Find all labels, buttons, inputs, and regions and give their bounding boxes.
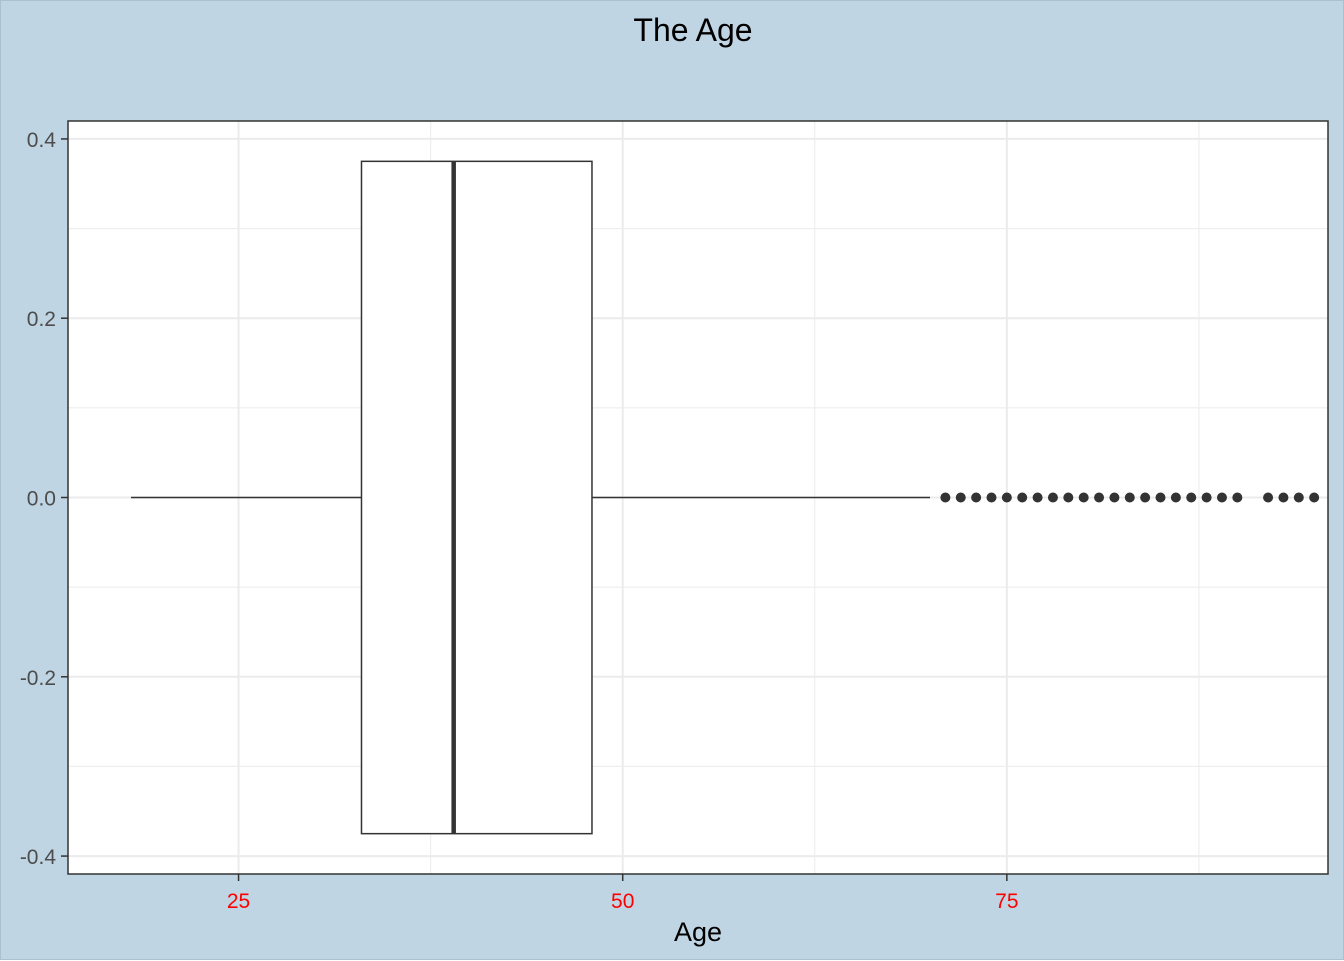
x-tick-label: 75 bbox=[995, 890, 1018, 913]
y-tick-label: 0.0 bbox=[27, 488, 56, 511]
outlier-point bbox=[1309, 492, 1320, 503]
outlier-point bbox=[1063, 492, 1074, 503]
outlier-point bbox=[1216, 492, 1227, 503]
outlier-point bbox=[940, 492, 951, 503]
x-tick-label: 50 bbox=[611, 890, 634, 913]
box-layer bbox=[131, 160, 931, 835]
outlier-point bbox=[1293, 492, 1304, 503]
outlier-point bbox=[1094, 492, 1105, 503]
outlier-point bbox=[1124, 492, 1135, 503]
tick-layer: 25 50 75 -0.4 -0.2 0.0 0.2 0.4 bbox=[20, 129, 1019, 913]
y-tick-label: 0.2 bbox=[27, 308, 56, 331]
outlier-point bbox=[1047, 492, 1058, 503]
outlier-point bbox=[971, 492, 982, 503]
outlier-point bbox=[1001, 492, 1012, 503]
outlier-point bbox=[1263, 492, 1274, 503]
outlier-point bbox=[1170, 492, 1181, 503]
outlier-point bbox=[1032, 492, 1043, 503]
chart-title: The Age bbox=[633, 12, 752, 48]
y-tick-label: 0.4 bbox=[27, 129, 57, 152]
x-axis-title: Age bbox=[674, 917, 722, 947]
outlier-point bbox=[1278, 492, 1289, 503]
outlier-point bbox=[1232, 492, 1243, 503]
iqr-box bbox=[360, 160, 593, 835]
y-tick-label: -0.4 bbox=[20, 846, 57, 869]
outlier-layer bbox=[940, 492, 1320, 503]
outlier-point bbox=[1078, 492, 1089, 503]
outlier-point bbox=[1186, 492, 1197, 503]
y-tick-label: -0.2 bbox=[20, 667, 56, 690]
outlier-point bbox=[1201, 492, 1212, 503]
outlier-point bbox=[1155, 492, 1166, 503]
outlier-point bbox=[1140, 492, 1151, 503]
outlier-point bbox=[986, 492, 997, 503]
outlier-point bbox=[1109, 492, 1120, 503]
x-tick-label: 25 bbox=[227, 890, 250, 913]
outlier-point bbox=[955, 492, 966, 503]
outlier-point bbox=[1017, 492, 1028, 503]
